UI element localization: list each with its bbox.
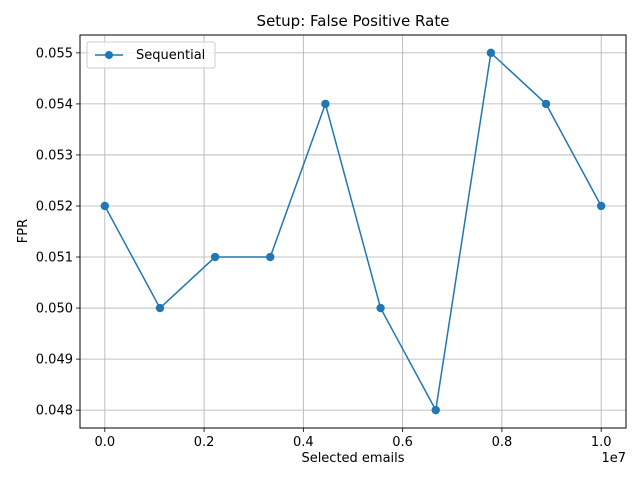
data-point xyxy=(376,303,385,313)
plot-frame xyxy=(79,34,627,429)
x-axis-label: Selected emails xyxy=(301,451,404,466)
y-tick-label: 0.051 xyxy=(36,251,73,266)
series-line xyxy=(104,51,602,413)
data-point xyxy=(266,252,275,262)
y-tick-label: 0.050 xyxy=(36,302,73,317)
y-tick-label: 0.048 xyxy=(36,404,73,419)
y-axis: 0.048 0.049 0.050 0.051 0.052 0.053 0.054 0.055 xyxy=(36,46,80,419)
y-tick-label: 0.049 xyxy=(36,353,73,368)
x-tick-label: 0.0 xyxy=(94,435,115,450)
x-tick-label: 0.2 xyxy=(194,435,215,450)
y-tick-label: 0.052 xyxy=(36,199,73,214)
data-point xyxy=(155,303,165,313)
x-axis-offset-label: 1e7 xyxy=(601,451,626,466)
x-tick-label: 0.8 xyxy=(492,435,513,450)
legend-box xyxy=(86,41,216,69)
data-point xyxy=(321,99,330,109)
chart-title: Setup: False Positive Rate xyxy=(257,12,450,30)
x-tick-label: 0.4 xyxy=(293,435,314,450)
data-point xyxy=(100,201,110,211)
y-axis-label: FPR xyxy=(16,219,31,243)
series-layer xyxy=(100,48,606,415)
y-tick-label: 0.054 xyxy=(36,97,73,112)
y-tick-label: 0.055 xyxy=(36,46,73,61)
data-point xyxy=(431,405,440,415)
data-point xyxy=(596,201,606,211)
x-tick-label: 0.6 xyxy=(392,435,413,450)
data-point xyxy=(486,48,496,58)
grid xyxy=(80,35,626,428)
legend: Sequential xyxy=(86,41,216,69)
x-tick-label: 1.0 xyxy=(591,435,612,450)
legend-point-marker xyxy=(105,51,113,59)
x-axis: 0.0 0.2 0.4 0.6 0.8 1.0 xyxy=(94,428,612,450)
legend-label: Sequential xyxy=(136,48,205,63)
data-point xyxy=(541,99,551,109)
y-tick-label: 0.053 xyxy=(36,148,73,163)
data-point xyxy=(210,252,220,262)
